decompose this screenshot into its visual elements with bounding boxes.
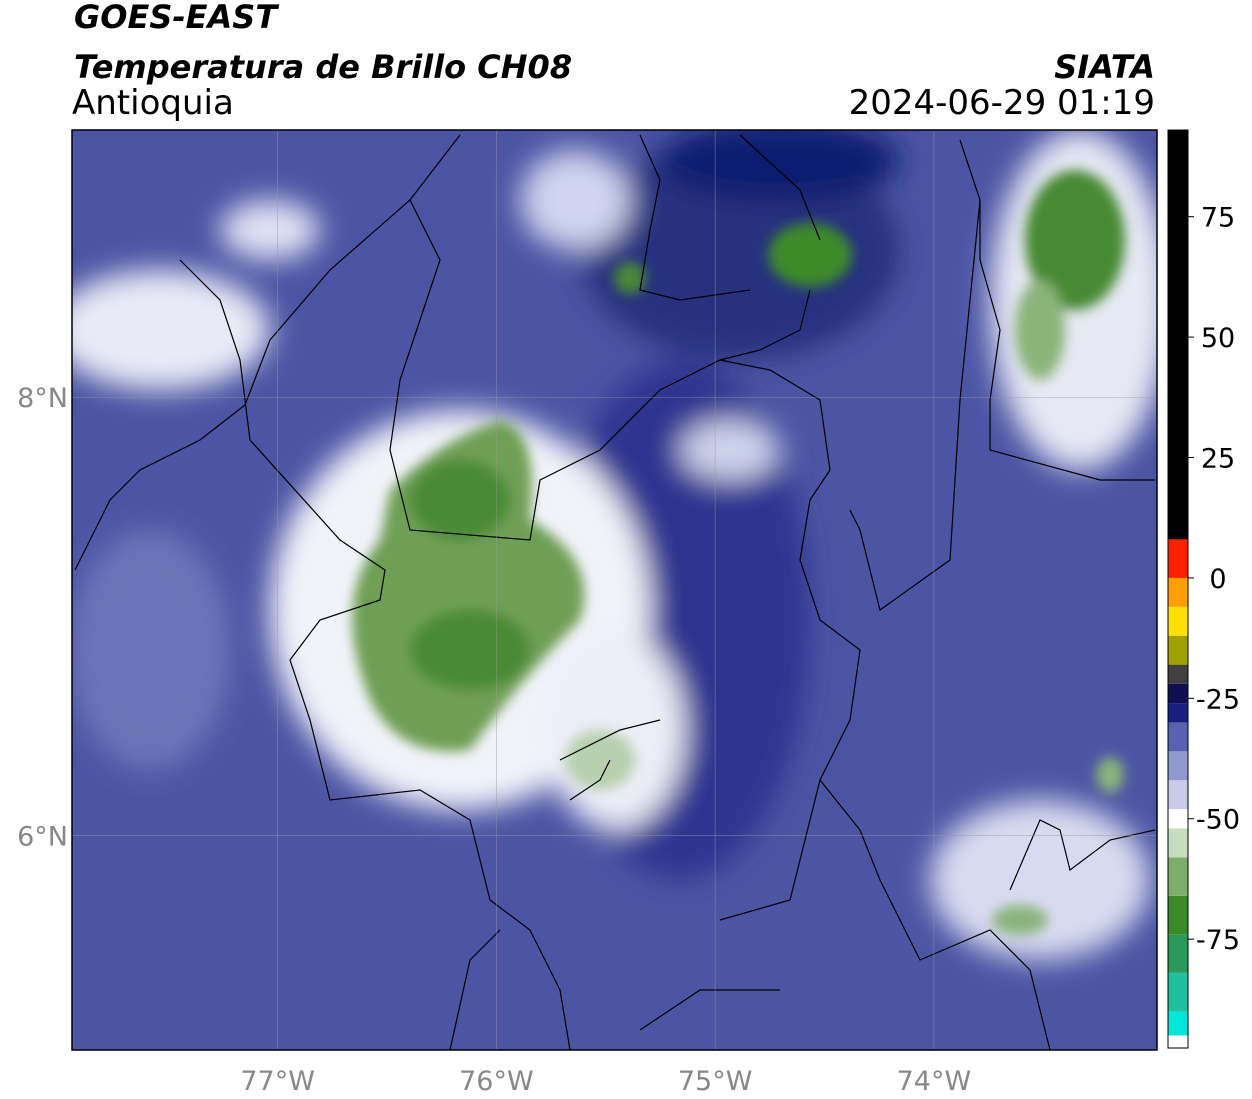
colorbar-segment — [1168, 780, 1188, 810]
colorbar-segment — [1168, 1035, 1188, 1048]
colorbar-segment — [1168, 539, 1188, 578]
colorbar-segment — [1168, 857, 1188, 896]
colorbar-segment — [1168, 972, 1188, 1012]
colorbar-segment — [1168, 828, 1188, 858]
x-tick-label: 75°W — [678, 1066, 753, 1097]
colorbar-segment — [1168, 635, 1188, 665]
x-tick-label: 74°W — [897, 1066, 972, 1097]
colorbar-segment — [1168, 606, 1188, 636]
colorbar-segment — [1168, 683, 1188, 704]
datetime: 2024-06-29 01:19 — [849, 83, 1155, 123]
y-tick-label: 6°N — [17, 821, 68, 852]
product: Temperatura de Brillo CH08 — [74, 48, 572, 86]
satellite: GOES-EAST — [74, 0, 279, 36]
colorbar-segment — [1168, 703, 1188, 723]
colorbar-tick-label: 25 — [1201, 444, 1235, 475]
satellite-image — [72, 130, 1157, 1050]
x-tick-label: 77°W — [240, 1066, 315, 1097]
colorbar-segment — [1168, 895, 1188, 935]
y-tick-label: 8°N — [17, 383, 68, 414]
colorbar-segment — [1168, 809, 1188, 829]
colorbar-segment — [1168, 130, 1188, 540]
colorbar-segment — [1168, 664, 1188, 684]
colorbar-tick-label: 50 — [1201, 323, 1235, 354]
x-tick-label: 76°W — [459, 1066, 534, 1097]
source: SIATA — [1054, 48, 1155, 86]
colorbar-tick-label: -25 — [1196, 684, 1240, 715]
colorbar-tick-label: -50 — [1196, 805, 1240, 836]
colorbar-segment — [1168, 722, 1188, 752]
colorbar-tick-label: -75 — [1196, 925, 1240, 956]
colorbar-segment — [1168, 934, 1188, 973]
colorbar-frame — [1167, 129, 1189, 1049]
colorbar-tick-label: 75 — [1201, 203, 1235, 234]
colorbar-tick-label: 0 — [1209, 564, 1226, 595]
colorbar-segment — [1168, 751, 1188, 781]
region: Antioquia — [72, 83, 234, 123]
colorbar-segment — [1168, 577, 1188, 607]
colorbar-segment — [1168, 1011, 1188, 1036]
map-frame — [71, 129, 1158, 1051]
